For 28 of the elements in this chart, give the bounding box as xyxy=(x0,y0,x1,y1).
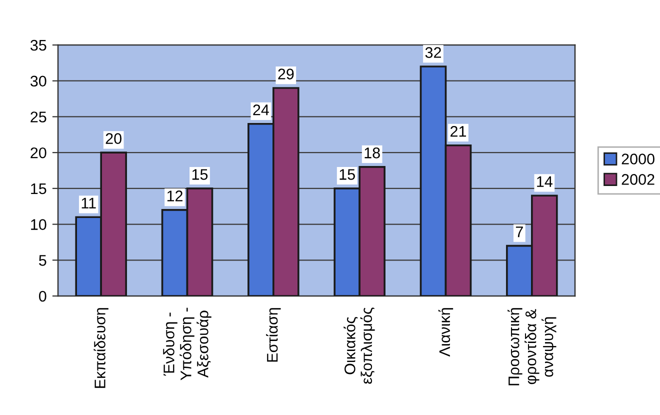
data-label: 11 xyxy=(82,198,96,208)
data-label: 21 xyxy=(450,126,466,137)
x-tick-label: Οικιακός εξοπλισμός xyxy=(344,308,375,384)
data-label: 24 xyxy=(253,104,269,116)
y-tick-label: 10 xyxy=(31,219,46,230)
y-tick-label: 15 xyxy=(31,183,46,194)
y-tick-label: 30 xyxy=(30,76,46,87)
data-label: 29 xyxy=(278,68,294,80)
y-tick-label: 5 xyxy=(39,255,46,266)
data-label: 20 xyxy=(106,133,122,144)
x-tick-label: Εκπαίδευση xyxy=(94,308,108,388)
y-tick-label: 35 xyxy=(30,40,46,51)
data-label: 15 xyxy=(192,169,208,180)
legend-label: 2002 xyxy=(622,174,654,185)
y-tick-label: 0 xyxy=(38,290,46,302)
legend-label: 2000 xyxy=(622,154,654,164)
data-label: 7 xyxy=(516,226,523,238)
data-label: 15 xyxy=(340,169,355,180)
y-tick-label: 20 xyxy=(30,147,46,158)
x-tick-label: Ένδυση - Υπόδηση - Αξεσουάρ xyxy=(163,308,212,380)
x-tick-label: Λιανική xyxy=(438,308,454,357)
data-label: 14 xyxy=(537,176,552,187)
x-tick-label: Προσωπική φροντίδα & αναψυχή xyxy=(508,308,556,386)
x-tick-label: Εστίαση xyxy=(266,308,281,362)
data-label: 12 xyxy=(167,190,182,202)
data-label: 32 xyxy=(425,47,441,58)
y-tick-label: 25 xyxy=(30,112,46,122)
data-label: 18 xyxy=(364,148,380,158)
